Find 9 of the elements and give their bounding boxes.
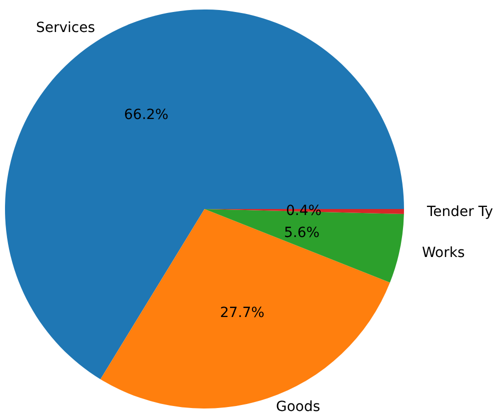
slice-label: Services [36,20,96,36]
pie-slice [5,10,404,380]
slice-label: Tender Ty [426,204,494,220]
data-label: 5.6% [284,225,320,241]
data-label: 27.7% [220,305,264,321]
slice-label: Works [422,245,465,261]
data-label: 0.4% [286,203,322,219]
data-label: 66.2% [124,107,168,123]
slice-label: Goods [276,399,320,415]
